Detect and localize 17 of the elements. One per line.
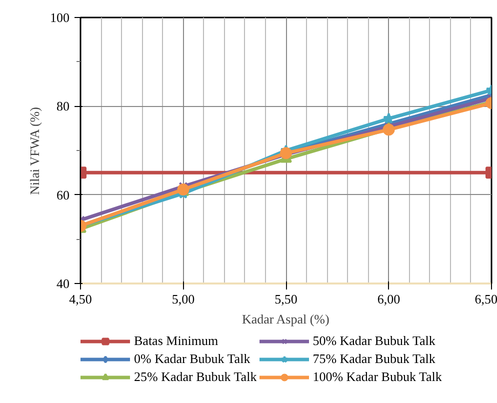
x-tick-label: 6,00: [377, 292, 400, 306]
y-axis-title: Nilai VFWA (%): [27, 107, 42, 195]
x-tick-label: 6,50: [474, 292, 497, 306]
y-tick-label: 60: [56, 187, 70, 202]
legend-label: 50% Kadar Bubuk Talk: [312, 333, 436, 349]
legend-label: 25% Kadar Bubuk Talk: [134, 369, 257, 385]
x-tick-label: 5,00: [172, 292, 195, 306]
x-tick-label: 5,50: [274, 292, 298, 306]
legend-label: 0% Kadar Bubuk Talk: [134, 351, 250, 367]
legend-label: 100% Kadar Bubuk Talk: [312, 369, 442, 385]
legend-label: Batas Minimum: [134, 333, 218, 349]
y-tick-label: 80: [56, 98, 70, 114]
y-tick-label: 40: [56, 276, 70, 291]
x-axis-title: Kadar Aspal (%): [242, 312, 330, 326]
legend-label: 75% Kadar Bubuk Talk: [312, 351, 436, 367]
x-tick-label: 4,50: [69, 292, 92, 306]
y-tick-label: 100: [50, 10, 70, 25]
